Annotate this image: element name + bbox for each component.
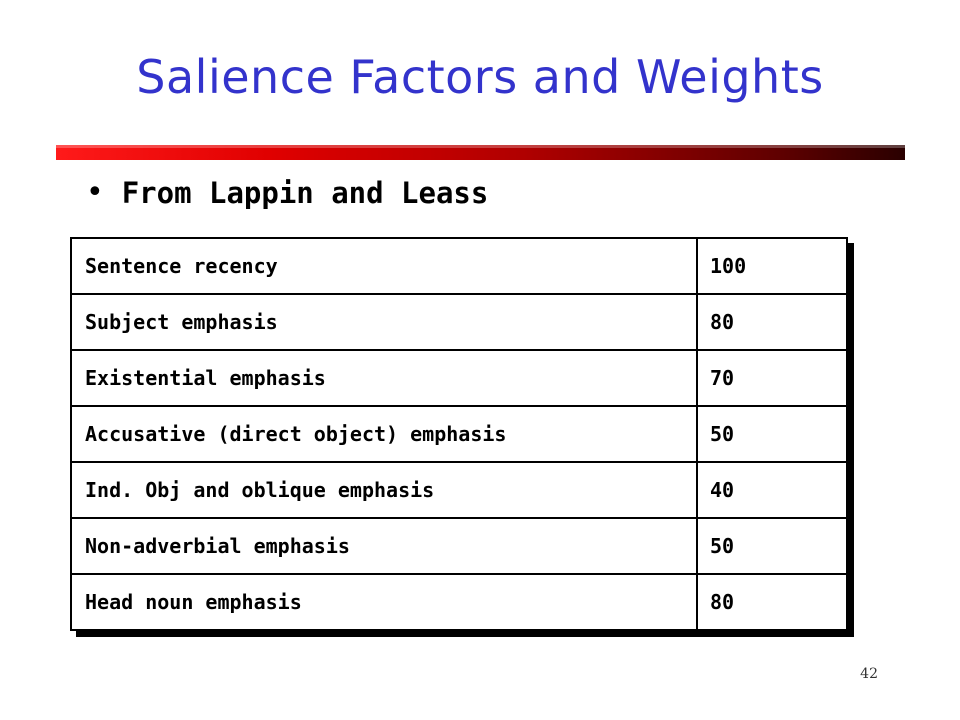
weight-cell: 100 (696, 237, 848, 295)
factor-cell: Accusative (direct object) emphasis (70, 405, 698, 463)
salience-weights-table: Sentence recency 100 Subject emphasis 80… (70, 237, 848, 631)
slide-title: Salience Factors and Weights (136, 50, 824, 104)
factor-cell: Existential emphasis (70, 349, 698, 407)
table-row: Accusative (direct object) emphasis 50 (70, 405, 848, 463)
page-number: 42 (860, 666, 878, 682)
weight-cell: 50 (696, 517, 848, 575)
factor-cell: Non-adverbial emphasis (70, 517, 698, 575)
factor-cell: Ind. Obj and oblique emphasis (70, 461, 698, 519)
factor-cell: Sentence recency (70, 237, 698, 295)
factor-cell: Subject emphasis (70, 293, 698, 351)
table-row: Existential emphasis 70 (70, 349, 848, 407)
table-row: Non-adverbial emphasis 50 (70, 517, 848, 575)
table-row: Subject emphasis 80 (70, 293, 848, 351)
weight-cell: 80 (696, 293, 848, 351)
table-row: Ind. Obj and oblique emphasis 40 (70, 461, 848, 519)
table-row: Sentence recency 100 (70, 237, 848, 295)
factor-cell: Head noun emphasis (70, 573, 698, 631)
weight-cell: 40 (696, 461, 848, 519)
weight-cell: 70 (696, 349, 848, 407)
weight-cell: 50 (696, 405, 848, 463)
weight-cell: 80 (696, 573, 848, 631)
bullet-item: • From Lappin and Leass (86, 176, 488, 210)
bullet-dot-icon: • (86, 175, 104, 210)
bullet-text: From Lappin and Leass (121, 176, 489, 210)
title-divider (56, 145, 905, 160)
title-divider-highlight (56, 145, 905, 148)
table-row: Head noun emphasis 80 (70, 573, 848, 631)
